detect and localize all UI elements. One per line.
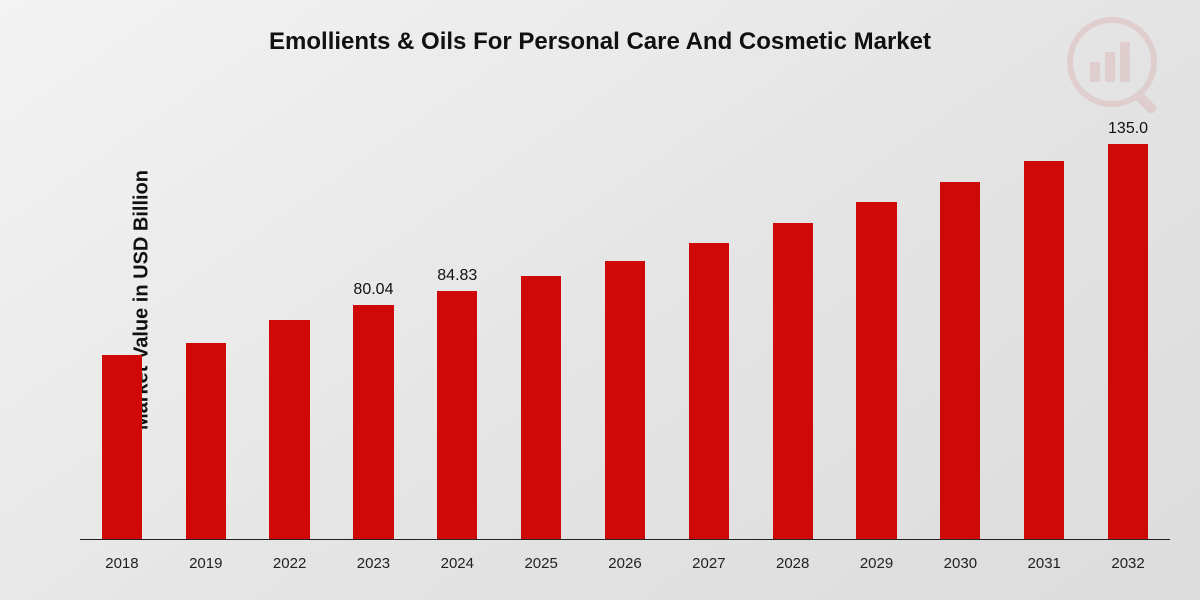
bar-slot <box>1002 100 1086 539</box>
x-axis-tick-label: 2019 <box>164 555 248 572</box>
bar <box>1108 144 1148 539</box>
bar <box>856 202 896 539</box>
plot-area: 80.0484.83 135.0 <box>80 100 1170 540</box>
bar <box>1024 161 1064 539</box>
bar-slot <box>918 100 1002 539</box>
x-axis-tick-label: 2024 <box>415 555 499 572</box>
x-axis-tick-label: 2022 <box>248 555 332 572</box>
bar-slot <box>499 100 583 539</box>
bar <box>605 261 645 539</box>
bar-slot <box>667 100 751 539</box>
bar <box>940 182 980 539</box>
x-axis-tick-label: 2030 <box>918 555 1002 572</box>
bar-slot <box>164 100 248 539</box>
chart-title: Emollients & Oils For Personal Care And … <box>0 28 1200 56</box>
bar-slot <box>80 100 164 539</box>
bars-container: 80.0484.83 135.0 <box>80 100 1170 540</box>
bar <box>102 355 142 539</box>
x-axis-labels: 2018201920222023202420252026202720282029… <box>80 555 1170 572</box>
bar <box>353 305 393 539</box>
x-axis-tick-label: 2023 <box>332 555 416 572</box>
value-label: 84.83 <box>415 267 499 285</box>
bar-slot: 80.04 <box>332 100 416 539</box>
bar <box>689 243 729 539</box>
bar <box>269 320 309 540</box>
bar <box>437 291 477 539</box>
bar-slot <box>835 100 919 539</box>
x-axis-tick-label: 2032 <box>1086 555 1170 572</box>
bar <box>186 343 226 539</box>
x-axis-tick-label: 2029 <box>835 555 919 572</box>
bar-slot <box>248 100 332 539</box>
bar-slot: 135.0 <box>1086 100 1170 539</box>
bar-slot: 84.83 <box>415 100 499 539</box>
x-axis-tick-label: 2031 <box>1002 555 1086 572</box>
x-axis-tick-label: 2027 <box>667 555 751 572</box>
bar-slot <box>751 100 835 539</box>
x-axis-tick-label: 2026 <box>583 555 667 572</box>
value-label: 80.04 <box>332 281 416 299</box>
bar <box>521 276 561 539</box>
x-axis-tick-label: 2018 <box>80 555 164 572</box>
x-axis-tick-label: 2025 <box>499 555 583 572</box>
value-label: 135.0 <box>1086 120 1170 138</box>
x-axis-tick-label: 2028 <box>751 555 835 572</box>
bar-slot <box>583 100 667 539</box>
bar <box>773 223 813 539</box>
